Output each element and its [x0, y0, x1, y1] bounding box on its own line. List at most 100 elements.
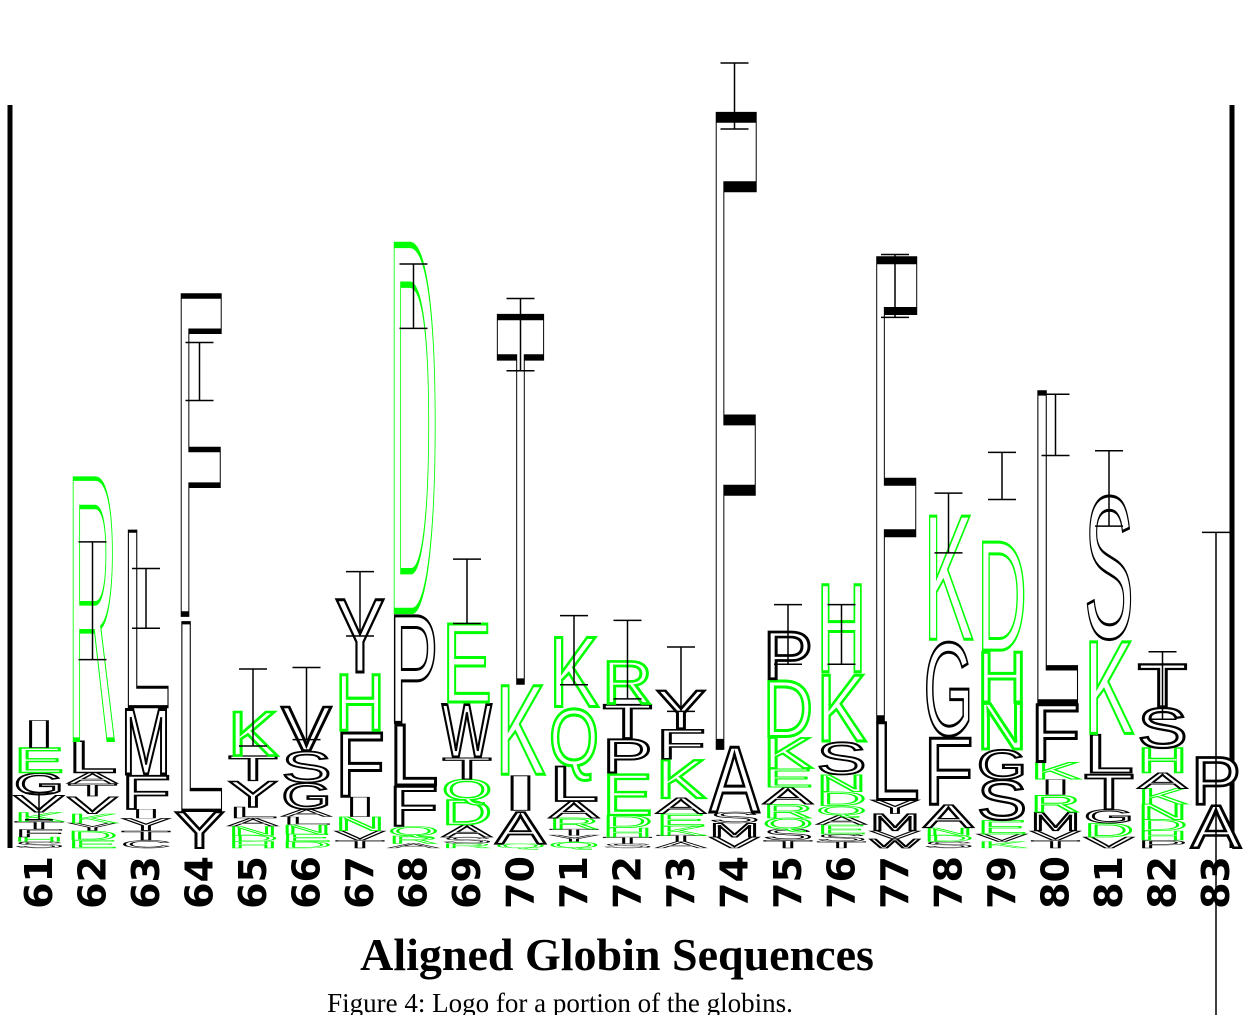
logo-letter-68-A: A: [389, 842, 440, 849]
error-bar-75: [774, 603, 802, 666]
error-bar-61: [25, 792, 53, 821]
logo-letter-78-G: G: [924, 615, 974, 764]
error-bar-66: [292, 666, 321, 741]
logo-letter-73-E: E: [656, 810, 706, 830]
logo-letter-62-Y: Y: [68, 821, 118, 833]
position-label-62: 62: [71, 856, 115, 909]
logo-letter-80-M: M: [1031, 807, 1081, 836]
logo-letter-61-H: H: [14, 836, 64, 843]
logo-letter-82-P: P: [1138, 838, 1188, 850]
logo-letter-78-A: A: [924, 799, 975, 835]
logo-letter-68-L: L: [389, 706, 439, 803]
error-bar-78: [934, 492, 963, 554]
logo-letter-79-E: E: [977, 816, 1027, 838]
logo-letter-78-K: K: [924, 479, 974, 679]
position-label-74: 74: [713, 856, 757, 909]
logo-letter-77-W: W: [870, 836, 921, 851]
logo-letter-73-F: F: [656, 721, 706, 768]
logo-letter-72-S: S: [603, 842, 653, 849]
logo-column-64: YLF: [173, 195, 225, 870]
logo-columns: SHFTKVGEIEDYKVTALRCTYIFMLYLFHDNALYTKDENL…: [13, 0, 1243, 940]
logo-letter-76-E: E: [817, 822, 867, 837]
logo-letter-70-Q: Q: [496, 842, 546, 849]
logo-letter-62-V: V: [68, 792, 118, 819]
logo-letter-76-K: K: [817, 655, 867, 762]
logo-letter-82-A: A: [1138, 769, 1188, 794]
position-label-75: 75: [766, 856, 810, 909]
logo-letter-78-N: N: [924, 826, 974, 838]
logo-letter-81-V: V: [1084, 834, 1134, 851]
position-label-63: 63: [124, 856, 168, 909]
error-bar-65: [239, 668, 267, 747]
logo-letter-81-T: T: [1084, 764, 1134, 819]
logo-letter-71-Y: Y: [549, 834, 599, 844]
position-label-82: 82: [1141, 856, 1185, 909]
position-label-69: 69: [445, 856, 489, 909]
position-label-68: 68: [392, 856, 436, 909]
position-label-66: 66: [285, 856, 329, 909]
logo-letter-62-L: L: [68, 732, 118, 783]
logo-letter-73-T: T: [656, 834, 706, 844]
error-bar-64: [185, 341, 214, 402]
error-bar-82: [1148, 651, 1177, 721]
logo-letter-75-A: A: [763, 782, 813, 809]
logo-letter-75-D: D: [763, 664, 813, 754]
logo-letter-79-G: G: [977, 742, 1027, 788]
logo-letter-81-G: G: [1084, 806, 1134, 828]
logo-letter-75-R: R: [763, 800, 813, 822]
logo-letter-73-K: K: [656, 824, 706, 839]
logo-letter-66-E: E: [282, 832, 332, 844]
logo-letter-81-S: S: [1084, 456, 1134, 682]
logo-letter-69-Q: Q: [442, 774, 492, 806]
error-bars: [25, 62, 1230, 1015]
logo-letter-74-F: F: [710, 0, 760, 939]
logo-letter-66-N: N: [282, 822, 332, 837]
error-bar-74: [720, 62, 749, 130]
logo-letter-81-L: L: [1084, 724, 1134, 785]
logo-letter-71-A: A: [549, 797, 599, 824]
position-label-70: 70: [499, 856, 543, 909]
position-label-73: 73: [659, 856, 703, 909]
logo-letter-72-H: H: [603, 825, 653, 840]
error-bar-80: [1041, 393, 1070, 457]
logo-letter-66-A: A: [282, 807, 332, 819]
logo-letter-70-A: A: [496, 803, 547, 854]
logo-letter-67-V: V: [335, 829, 385, 843]
position-label-71: 71: [552, 856, 596, 909]
logo-letter-67-N: N: [335, 813, 385, 835]
logo-letter-65-T: T: [228, 749, 278, 788]
logo-letter-65-H: H: [228, 840, 278, 850]
logo-letter-68-R: R: [389, 833, 439, 845]
logo-letter-74-M: M: [710, 820, 760, 842]
error-bar-68: [399, 263, 428, 330]
logo-letter-79-H: H: [977, 637, 1027, 718]
logo-letter-62-E: E: [68, 838, 118, 850]
logo-letter-66-S: S: [282, 742, 332, 791]
logo-letter-69-W: W: [442, 688, 492, 773]
logo-letter-76-D: D: [817, 788, 867, 810]
logo-letter-78-F: F: [924, 717, 974, 825]
logo-letter-70-T: T: [496, 204, 546, 795]
logo-letter-80-K: K: [1031, 757, 1081, 784]
logo-letter-67-H: H: [335, 657, 385, 747]
position-label-76: 76: [820, 856, 864, 909]
logo-letter-75-E: E: [763, 763, 813, 792]
logo-letter-75-Q: Q: [763, 815, 813, 832]
logo-letter-72-T: T: [603, 695, 653, 749]
error-bar-70: [506, 297, 535, 372]
figure-caption: Figure 4: Logo for a portion of the glob…: [327, 988, 793, 1015]
position-label-83: 83: [1194, 856, 1238, 909]
logo-letter-64-Y: Y: [175, 800, 225, 859]
logo-letter-80-T: T: [1031, 838, 1081, 850]
logo-letter-73-A: A: [656, 840, 707, 850]
logo-letter-66-L: L: [282, 815, 332, 827]
logo-letter-65-D: D: [228, 834, 278, 844]
